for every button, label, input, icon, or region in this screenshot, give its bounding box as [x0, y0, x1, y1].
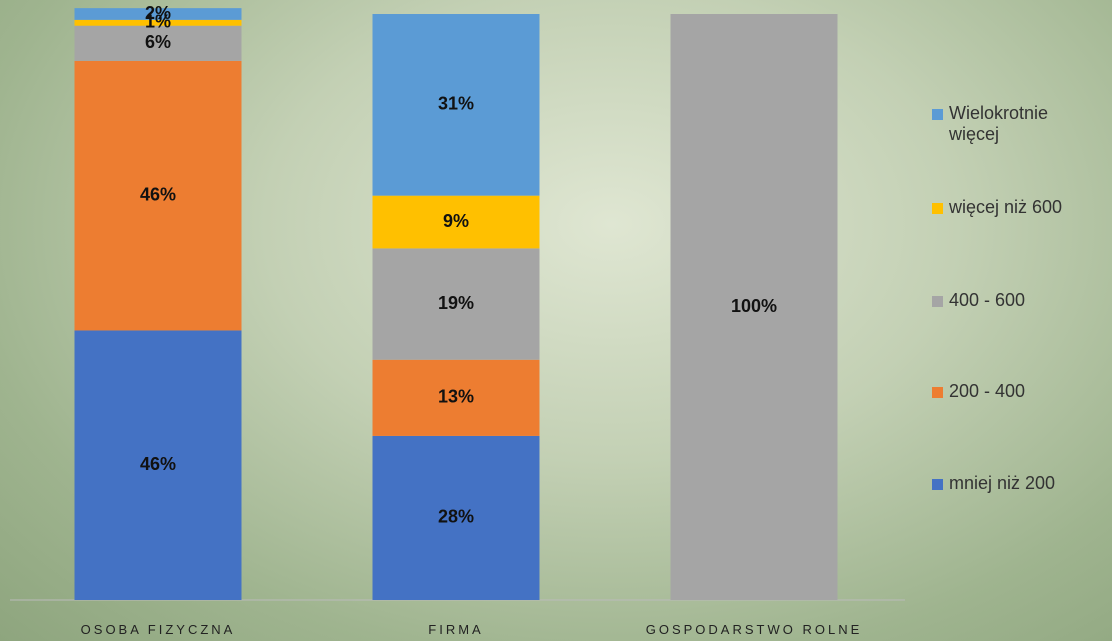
- x-tick-label: FIRMA: [428, 622, 483, 637]
- plot: 46%46%6%1%2%OSOBA FIZYCZNA28%13%19%9%31%…: [0, 0, 1112, 641]
- data-label: 100%: [731, 296, 777, 316]
- data-label: 6%: [145, 32, 171, 52]
- legend-swatch: [932, 109, 943, 120]
- data-label: 13%: [438, 387, 474, 407]
- legend-item: 400 - 600: [932, 290, 1107, 311]
- data-label: 46%: [140, 454, 176, 474]
- legend-swatch: [932, 387, 943, 398]
- x-tick-label: GOSPODARSTWO ROLNE: [646, 622, 863, 637]
- chart: 46%46%6%1%2%OSOBA FIZYCZNA28%13%19%9%31%…: [0, 0, 1112, 641]
- data-label: 9%: [443, 211, 469, 231]
- x-tick-label: OSOBA FIZYCZNA: [81, 622, 236, 637]
- data-label: 2%: [145, 3, 171, 23]
- legend-label: Wielokrotnie więcej: [949, 103, 1089, 145]
- legend-label: 400 - 600: [949, 290, 1025, 311]
- legend-swatch: [932, 296, 943, 307]
- legend-label: więcej niż 600: [949, 197, 1062, 218]
- legend-label: mniej niż 200: [949, 473, 1055, 494]
- legend-swatch: [932, 203, 943, 214]
- legend-item: mniej niż 200: [932, 473, 1107, 494]
- legend-label: 200 - 400: [949, 381, 1025, 402]
- legend-item: więcej niż 600: [932, 197, 1107, 218]
- data-label: 19%: [438, 293, 474, 313]
- data-label: 31%: [438, 94, 474, 114]
- legend-item: 200 - 400: [932, 381, 1107, 402]
- legend-swatch: [932, 479, 943, 490]
- legend-item: Wielokrotnie więcej: [932, 103, 1107, 145]
- data-label: 28%: [438, 507, 474, 527]
- data-label: 46%: [140, 184, 176, 204]
